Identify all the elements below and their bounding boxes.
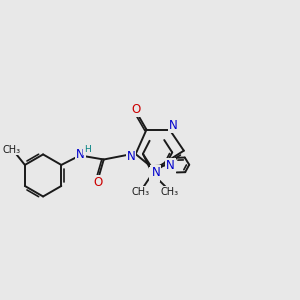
Text: N: N [150,168,159,181]
Text: N: N [127,150,135,163]
Text: N: N [76,148,85,161]
Text: N: N [169,119,178,132]
Text: CH₃: CH₃ [161,187,179,197]
Text: O: O [132,103,141,116]
Text: CH₃: CH₃ [131,187,149,197]
Text: N: N [152,167,160,179]
Text: N: N [166,159,175,172]
Text: O: O [93,176,102,189]
Text: H: H [84,145,91,154]
Text: CH₃: CH₃ [2,145,20,155]
